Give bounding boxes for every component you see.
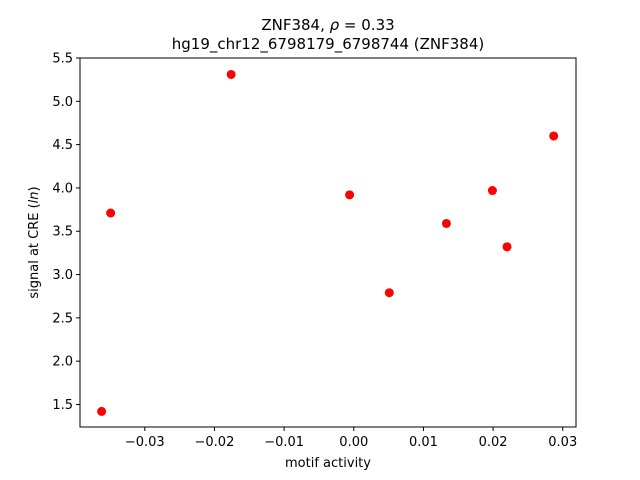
y-tick-label: 2.5	[52, 311, 73, 326]
y-axis-label: signal at CRE (ln)	[27, 186, 42, 298]
chart-title-line2: hg19_chr12_6798179_6798744 (ZNF384)	[172, 35, 484, 54]
data-point	[384, 288, 394, 298]
x-tick-label: 0.02	[479, 435, 508, 450]
data-point	[441, 218, 451, 228]
y-tick-label: 1.5	[52, 398, 73, 413]
y-tick-label: 3.0	[52, 268, 73, 283]
x-tick-label: 0.01	[409, 435, 438, 450]
x-tick-label: −0.01	[264, 435, 304, 450]
y-tick-label: 4.5	[52, 138, 73, 153]
data-point	[487, 186, 497, 196]
y-tick-label: 5.0	[52, 95, 73, 110]
x-tick-label: −0.03	[125, 435, 165, 450]
y-tick-label: 3.5	[52, 225, 73, 240]
x-tick-label: 0.00	[339, 435, 368, 450]
x-axis-ticks: −0.03 −0.02 −0.01 0.00 0.01 0.02 0.03	[125, 427, 577, 450]
data-point	[226, 69, 236, 79]
chart-title-line1: ZNF384, ρ = 0.33	[261, 16, 394, 34]
plot-frame	[79, 57, 577, 428]
data-point	[502, 242, 512, 252]
data-point	[345, 190, 355, 200]
y-tick-label: 5.5	[52, 52, 73, 67]
data-points	[97, 69, 559, 416]
data-point	[106, 208, 116, 218]
y-tick-label: 4.0	[52, 181, 73, 196]
y-axis-ticks: 1.5 2.0 2.5 3.0 3.5 4.0 4.5 5.0 5.5	[52, 52, 80, 413]
data-point	[549, 131, 559, 141]
x-tick-label: 0.03	[548, 435, 577, 450]
x-axis-label: motif activity	[285, 456, 371, 471]
y-tick-label: 2.0	[52, 355, 73, 370]
data-point	[97, 406, 107, 416]
x-tick-label: −0.02	[195, 435, 235, 450]
